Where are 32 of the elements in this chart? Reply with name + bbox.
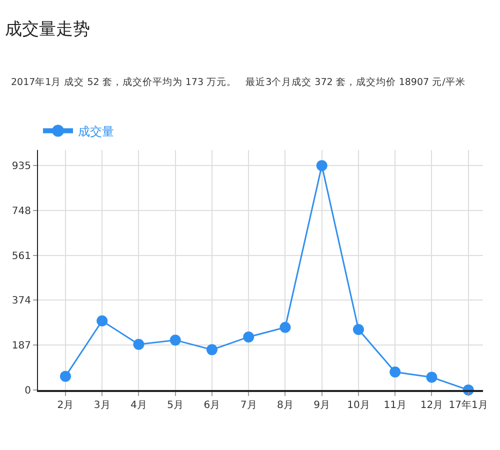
x-tick-label: 6月 bbox=[204, 400, 220, 411]
point bbox=[96, 315, 108, 326]
point bbox=[280, 322, 291, 333]
point bbox=[316, 160, 328, 172]
y-tick-label: 748 bbox=[12, 206, 31, 217]
point bbox=[206, 344, 218, 356]
x-tick-label: 9月 bbox=[314, 400, 330, 411]
y-tick-label: 935 bbox=[12, 161, 31, 172]
point bbox=[170, 334, 181, 346]
x-tick-label: 12月 bbox=[420, 400, 444, 411]
x-tick-label: 2月 bbox=[57, 400, 74, 411]
point bbox=[426, 372, 438, 383]
point bbox=[133, 338, 144, 350]
y-tick-label: 561 bbox=[12, 250, 31, 262]
y-tick-label: 187 bbox=[12, 340, 31, 352]
y-tick-label: 374 bbox=[12, 296, 31, 307]
y-tick-label: 0 bbox=[24, 386, 31, 396]
x-tick-label: 11月 bbox=[384, 400, 406, 411]
point bbox=[352, 324, 364, 336]
chart-title: 成交量走势 bbox=[5, 19, 90, 40]
legend-label: 成交量 bbox=[78, 124, 114, 138]
x-tick-label: 17年1月 bbox=[448, 399, 488, 411]
x-tick-label: 8月 bbox=[277, 400, 294, 411]
x-tick-label: 5月 bbox=[167, 400, 184, 411]
chart-subtitle: 2017年1月 成交 52 套，成交价平均为 173 万元。 最近3个月成交 372 套，成交均价 18907 元/平米 bbox=[11, 76, 466, 88]
point bbox=[60, 370, 71, 382]
x-tick-label: 3月 bbox=[94, 400, 110, 411]
x-tick-label: 10月 bbox=[347, 400, 370, 411]
x-tick-label: 7月 bbox=[240, 400, 257, 411]
point bbox=[243, 331, 254, 342]
point bbox=[390, 366, 401, 378]
x-tick-label: 4月 bbox=[130, 400, 147, 411]
